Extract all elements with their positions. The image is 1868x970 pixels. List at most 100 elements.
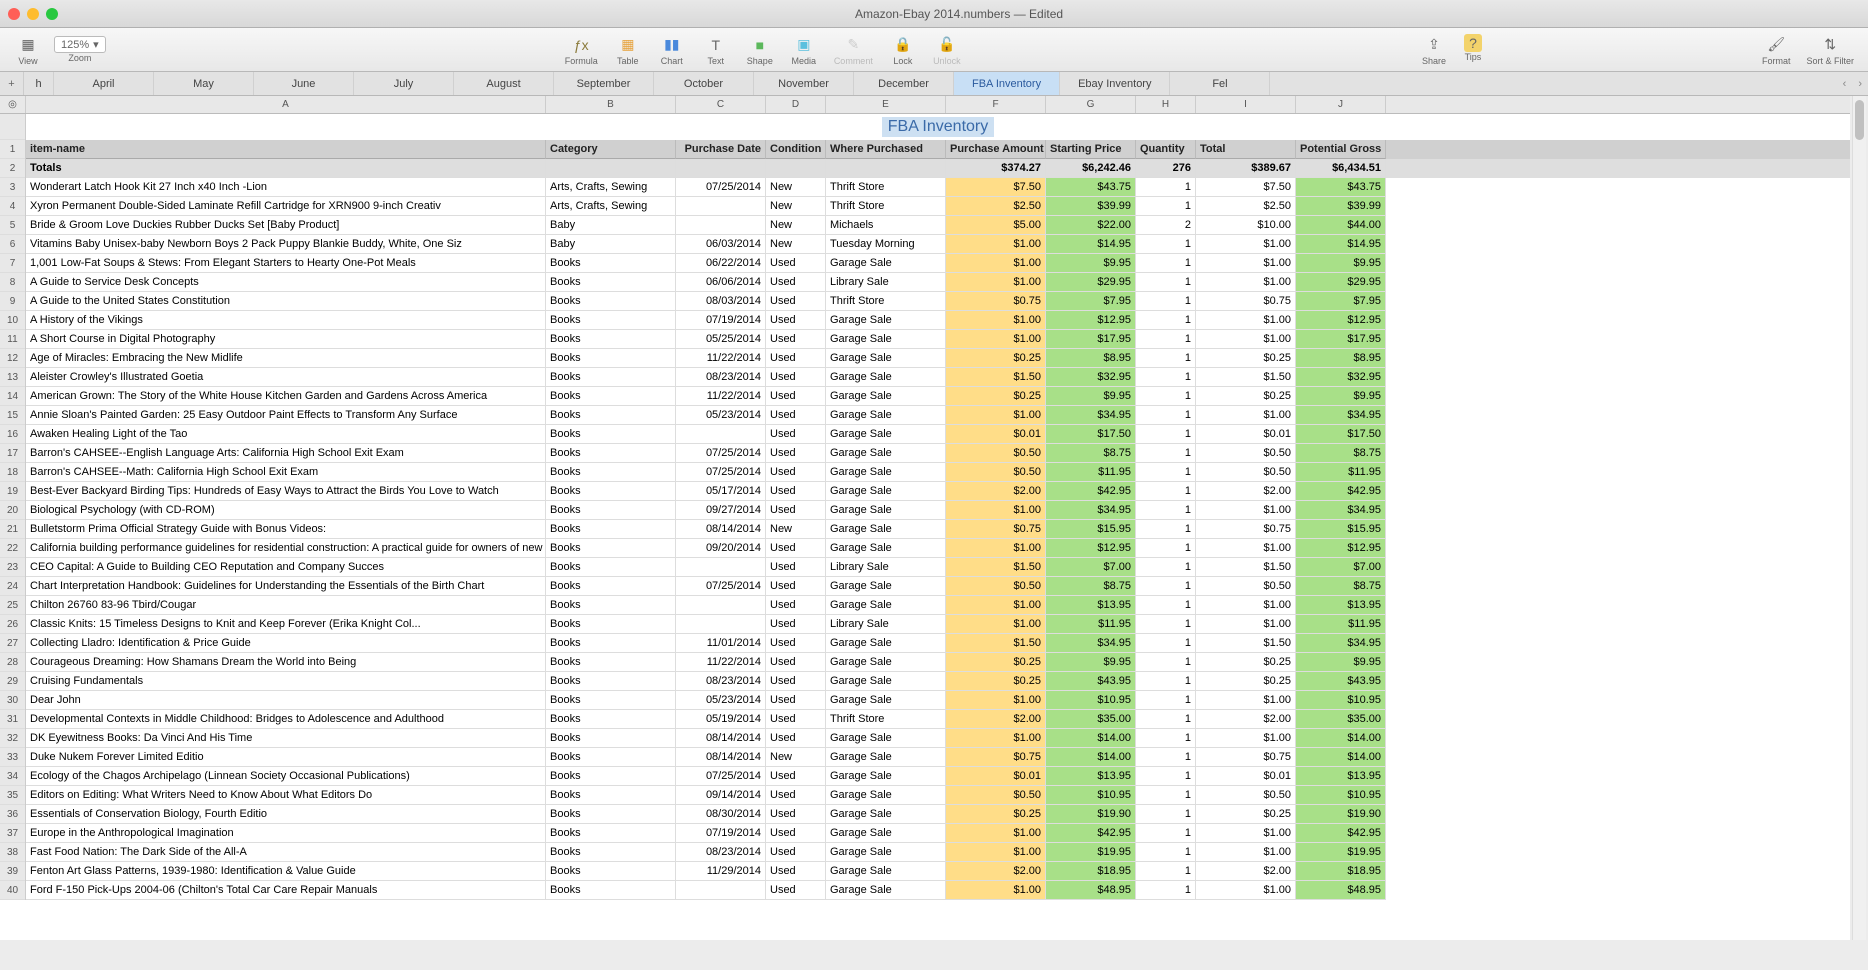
cell[interactable]: $9.95: [1296, 387, 1386, 406]
cell[interactable]: Used: [766, 843, 826, 862]
cell[interactable]: Garage Sale: [826, 254, 946, 273]
cell[interactable]: Library Sale: [826, 558, 946, 577]
cell[interactable]: [826, 159, 946, 178]
cell[interactable]: Books: [546, 558, 676, 577]
cell[interactable]: 1: [1136, 330, 1196, 349]
cell[interactable]: New: [766, 235, 826, 254]
sheet-tab-august[interactable]: August: [454, 72, 554, 95]
cell[interactable]: Bulletstorm Prima Official Strategy Guid…: [26, 520, 546, 539]
cell[interactable]: Used: [766, 881, 826, 900]
cell[interactable]: Books: [546, 482, 676, 501]
cell[interactable]: Garage Sale: [826, 387, 946, 406]
select-all-corner[interactable]: ◎: [0, 96, 26, 113]
cell[interactable]: $42.95: [1296, 824, 1386, 843]
cell[interactable]: $42.95: [1296, 482, 1386, 501]
media-button[interactable]: ▣Media: [790, 34, 818, 66]
sheet-tab-september[interactable]: September: [554, 72, 654, 95]
unlock-button[interactable]: 🔓Unlock: [933, 34, 961, 66]
cell[interactable]: Garage Sale: [826, 539, 946, 558]
cell[interactable]: 1: [1136, 463, 1196, 482]
cell[interactable]: Classic Knits: 15 Timeless Designs to Kn…: [26, 615, 546, 634]
cell[interactable]: $0.75: [946, 292, 1046, 311]
cell[interactable]: Garage Sale: [826, 653, 946, 672]
cell[interactable]: $1.00: [1196, 273, 1296, 292]
cell[interactable]: Arts, Crafts, Sewing: [546, 197, 676, 216]
cell[interactable]: Tuesday Morning: [826, 235, 946, 254]
cell[interactable]: 08/14/2014: [676, 729, 766, 748]
comment-button[interactable]: ✎Comment: [834, 34, 873, 66]
zoom-control[interactable]: 125%▾ Zoom: [54, 36, 106, 63]
sort-filter-button[interactable]: ⇅Sort & Filter: [1806, 34, 1854, 66]
cell[interactable]: Chart Interpretation Handbook: Guideline…: [26, 577, 546, 596]
cell[interactable]: $10.95: [1046, 691, 1136, 710]
row-header[interactable]: 7: [0, 254, 25, 273]
cell[interactable]: Chilton 26760 83-96 Tbird/Cougar: [26, 596, 546, 615]
cell[interactable]: Garage Sale: [826, 330, 946, 349]
cell[interactable]: 11/01/2014: [676, 634, 766, 653]
cell[interactable]: $35.00: [1296, 710, 1386, 729]
col-header-B[interactable]: B: [546, 96, 676, 113]
cell[interactable]: $48.95: [1296, 881, 1386, 900]
header-cell[interactable]: Purchase Date: [676, 140, 766, 159]
cell[interactable]: Barron's CAHSEE--English Language Arts: …: [26, 444, 546, 463]
row-header[interactable]: 35: [0, 786, 25, 805]
cell[interactable]: $0.01: [946, 767, 1046, 786]
cell[interactable]: Used: [766, 463, 826, 482]
cell[interactable]: $8.75: [1046, 444, 1136, 463]
cell[interactable]: $13.95: [1046, 767, 1136, 786]
col-header-H[interactable]: H: [1136, 96, 1196, 113]
cell[interactable]: 1: [1136, 805, 1196, 824]
cell[interactable]: $1.50: [1196, 558, 1296, 577]
cell[interactable]: 1: [1136, 254, 1196, 273]
scrollbar-thumb[interactable]: [1855, 100, 1864, 140]
cell[interactable]: $0.25: [946, 387, 1046, 406]
cell[interactable]: $1.00: [946, 273, 1046, 292]
cell[interactable]: Essentials of Conservation Biology, Four…: [26, 805, 546, 824]
cell[interactable]: $0.50: [1196, 577, 1296, 596]
cell[interactable]: 06/06/2014: [676, 273, 766, 292]
cell[interactable]: Baby: [546, 216, 676, 235]
cell[interactable]: 08/03/2014: [676, 292, 766, 311]
cell[interactable]: 08/14/2014: [676, 748, 766, 767]
cell[interactable]: $389.67: [1196, 159, 1296, 178]
cell[interactable]: Books: [546, 577, 676, 596]
cell[interactable]: Used: [766, 729, 826, 748]
cell[interactable]: $0.75: [946, 520, 1046, 539]
row-header[interactable]: 5: [0, 216, 25, 235]
cell[interactable]: $0.25: [1196, 387, 1296, 406]
cell[interactable]: 05/25/2014: [676, 330, 766, 349]
cell[interactable]: $0.75: [1196, 748, 1296, 767]
row-header[interactable]: 9: [0, 292, 25, 311]
cell[interactable]: Garage Sale: [826, 862, 946, 881]
cell[interactable]: $14.95: [1046, 235, 1136, 254]
cell[interactable]: Garage Sale: [826, 463, 946, 482]
cell[interactable]: $1.00: [1196, 501, 1296, 520]
cell[interactable]: 1: [1136, 729, 1196, 748]
cell[interactable]: 08/23/2014: [676, 843, 766, 862]
cell[interactable]: Used: [766, 691, 826, 710]
cell[interactable]: 07/25/2014: [676, 444, 766, 463]
cell[interactable]: [676, 881, 766, 900]
sheet-nav-next[interactable]: ›: [1852, 72, 1868, 95]
cell[interactable]: $0.75: [1196, 520, 1296, 539]
cell[interactable]: Used: [766, 425, 826, 444]
sheet-tab-fba-inventory[interactable]: FBA Inventory: [954, 72, 1060, 95]
cell[interactable]: [676, 425, 766, 444]
row-header[interactable]: 29: [0, 672, 25, 691]
cell[interactable]: $2.00: [946, 482, 1046, 501]
row-header[interactable]: 20: [0, 501, 25, 520]
cell[interactable]: $14.00: [1296, 748, 1386, 767]
cell[interactable]: New: [766, 520, 826, 539]
close-button[interactable]: [8, 8, 20, 20]
table-title[interactable]: FBA Inventory: [882, 117, 995, 137]
row-header[interactable]: 8: [0, 273, 25, 292]
cell[interactable]: $12.95: [1046, 539, 1136, 558]
cell[interactable]: $8.75: [1296, 577, 1386, 596]
cell[interactable]: Garage Sale: [826, 311, 946, 330]
cell[interactable]: $1.00: [946, 235, 1046, 254]
cell[interactable]: Best-Ever Backyard Birding Tips: Hundred…: [26, 482, 546, 501]
row-header[interactable]: 4: [0, 197, 25, 216]
cell[interactable]: 1: [1136, 444, 1196, 463]
cell[interactable]: $5.00: [946, 216, 1046, 235]
cell[interactable]: Arts, Crafts, Sewing: [546, 178, 676, 197]
